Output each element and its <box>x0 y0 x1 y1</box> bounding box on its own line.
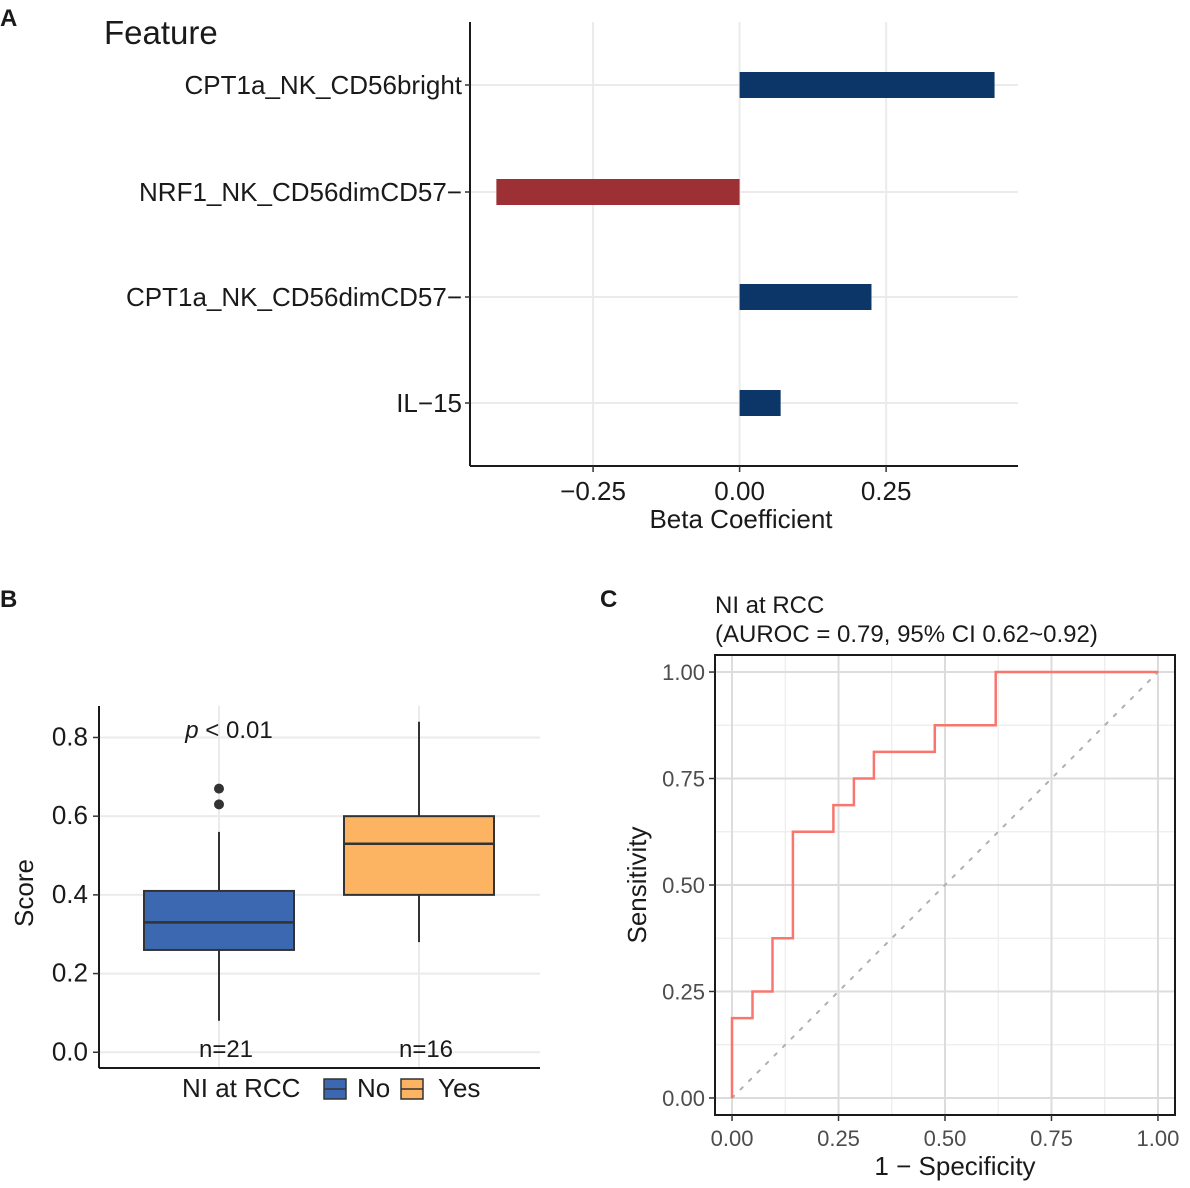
n-label-no: n=21 <box>199 1036 253 1063</box>
category-label-2: CPT1a_NK_CD56dimCD57− <box>126 282 462 312</box>
roc-x-tick-label-4: 1.00 <box>1137 1126 1180 1151</box>
p-value-italic: p <box>184 717 198 744</box>
p-value-rest: < 0.01 <box>199 717 273 744</box>
panel-c-roc-curve: C NI at RCC (AUROC = 0.79, 95% CI 0.62~0… <box>600 586 1179 1181</box>
y-tick-label-3: 0.6 <box>52 800 88 830</box>
bar-3 <box>739 390 781 416</box>
category-label-0: CPT1a_NK_CD56bright <box>185 70 463 100</box>
roc-x-tick-label-3: 0.75 <box>1030 1126 1073 1151</box>
legend-label-yes: Yes <box>438 1073 480 1103</box>
roc-title-line2: (AUROC = 0.79, 95% CI 0.62~0.92) <box>715 621 1098 648</box>
panel-letter-c: C <box>600 586 617 613</box>
panel-b-n-labels: n=21 n=16 <box>199 1036 453 1063</box>
legend-label-no: No <box>357 1073 390 1103</box>
roc-y-tick-label-3: 0.75 <box>662 767 705 792</box>
roc-x-tick-label-0: 0.00 <box>711 1126 754 1151</box>
panel-b-y-ticks: 0.0 0.2 0.4 0.6 0.8 <box>52 721 99 1066</box>
outlier-no-0 <box>214 799 224 810</box>
panel-b-boxes <box>143 721 495 1021</box>
bar-2 <box>739 284 872 310</box>
score-axis-title: Score <box>9 859 39 927</box>
roc-x-tick-label-2: 0.50 <box>924 1126 967 1151</box>
panel-a-category-labels: CPT1a_NK_CD56bright NRF1_NK_CD56dimCD57− C… <box>126 70 470 418</box>
panel-b-boxplot: B 0.0 0.2 0.4 0.6 0.8 Score p < 0.01 n=21 n=1… <box>0 586 540 1103</box>
x-tick-label-1: 0.00 <box>714 476 765 506</box>
feature-axis-header: Feature <box>104 14 218 51</box>
sensitivity-axis-title: Sensitivity <box>622 826 652 943</box>
panel-a-bars <box>496 72 995 416</box>
roc-x-tick-label-1: 0.25 <box>817 1126 860 1151</box>
category-label-3: IL−15 <box>396 388 462 418</box>
panel-b-legend: NI at RCC No Yes <box>182 1073 480 1103</box>
roc-y-tick-label-4: 1.00 <box>662 660 705 685</box>
roc-curve-line <box>730 670 1158 1098</box>
p-value-annotation: p < 0.01 <box>184 717 272 744</box>
panel-a-feature-bar-chart: A Feature CPT1a_NK_CD56bright NRF1_NK_CD5… <box>0 5 1018 534</box>
roc-y-tick-label-1: 0.25 <box>662 979 705 1004</box>
panel-c-y-ticks: 0.00 0.25 0.50 0.75 1.00 <box>662 660 715 1111</box>
x-tick-label-2: 0.25 <box>861 476 912 506</box>
panel-c-x-ticks: 0.00 0.25 0.50 0.75 1.00 <box>711 1115 1180 1151</box>
box-no <box>143 889 295 951</box>
x-tick-label-0: −0.25 <box>560 476 626 506</box>
box-yes <box>343 815 495 896</box>
n-label-yes: n=16 <box>399 1036 453 1063</box>
panel-letter-a: A <box>0 5 17 32</box>
roc-y-tick-label-2: 0.50 <box>662 873 705 898</box>
y-tick-label-4: 0.8 <box>52 721 88 751</box>
y-tick-label-2: 0.4 <box>52 879 88 909</box>
roc-y-tick-label-0: 0.00 <box>662 1086 705 1111</box>
beta-coefficient-axis-title: Beta Coefficient <box>649 504 833 534</box>
y-tick-label-0: 0.0 <box>52 1036 88 1066</box>
roc-title-line1: NI at RCC <box>715 592 824 619</box>
reference-diagonal <box>731 671 1159 1099</box>
panel-a-x-ticks: −0.25 0.00 0.25 <box>560 466 911 506</box>
outlier-no-1 <box>214 783 224 794</box>
legend-title: NI at RCC <box>182 1073 300 1103</box>
category-label-1: NRF1_NK_CD56dimCD57− <box>139 177 462 207</box>
bar-1 <box>496 179 740 205</box>
panel-letter-b: B <box>0 586 17 613</box>
y-tick-label-1: 0.2 <box>52 958 88 988</box>
bar-0 <box>739 72 995 98</box>
specificity-axis-title: 1 − Specificity <box>874 1151 1035 1181</box>
